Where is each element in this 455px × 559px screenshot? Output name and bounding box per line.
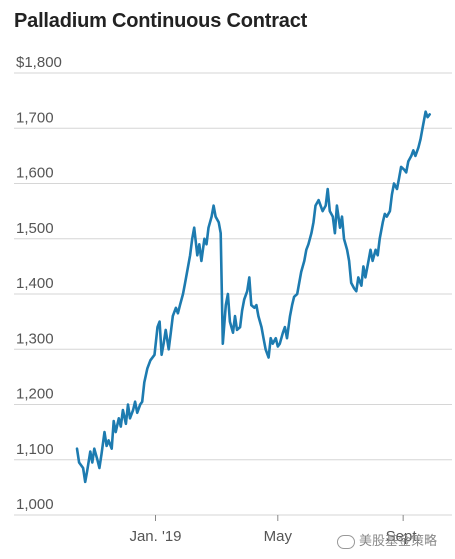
- y-tick-label: 1,000: [16, 496, 54, 513]
- y-tick-label: 1,300: [16, 330, 54, 347]
- y-tick-label: $1,800: [16, 54, 62, 71]
- y-tick-label: 1,700: [16, 109, 54, 126]
- x-tick-label: Jan. '19: [129, 528, 181, 545]
- y-tick-label: 1,200: [16, 386, 54, 403]
- watermark-text: 美股基金策略: [358, 533, 437, 548]
- watermark: 美股基金策略: [336, 530, 437, 549]
- y-tick-label: 1,600: [16, 165, 54, 182]
- chart-title: Palladium Continuous Contract: [14, 10, 308, 32]
- y-tick-label: 1,400: [16, 275, 54, 292]
- x-tick-label: May: [264, 528, 293, 545]
- x-tick-label: Sept.: [386, 528, 421, 545]
- y-tick-label: 1,500: [16, 220, 54, 237]
- series-line: [75, 110, 431, 484]
- wechat-icon: [336, 534, 355, 549]
- y-tick-label: 1,100: [16, 441, 54, 458]
